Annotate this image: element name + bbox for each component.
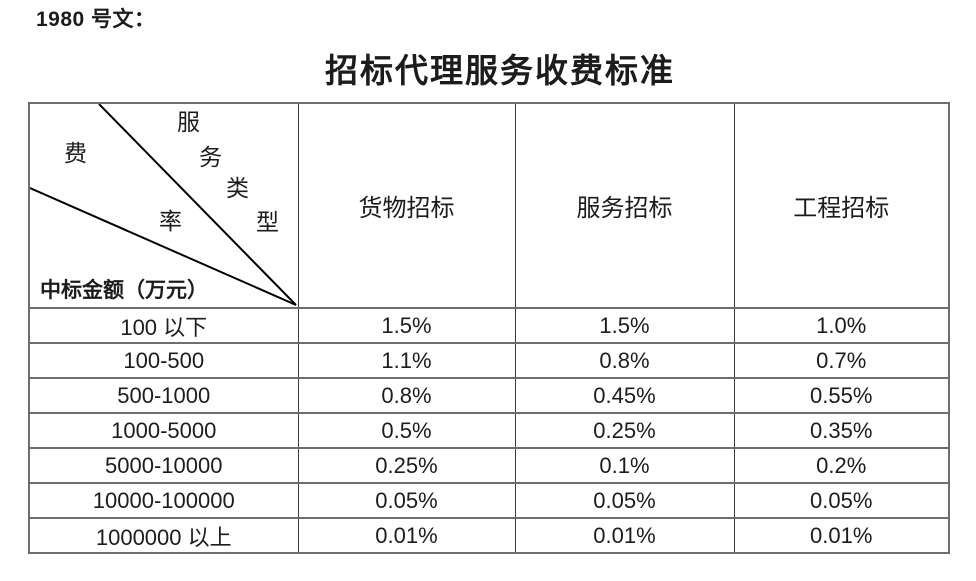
rate-value: 0.25% <box>297 447 516 484</box>
table-row: 5000-10000 0.25% 0.1% 0.2% <box>28 447 950 484</box>
corner-service-type-char-4: 型 <box>256 210 279 235</box>
table-header-row: 服 务 类 型 费 率 中标金额（万元） 货物招标 服务招标 工程招标 <box>28 102 950 309</box>
page-title: 招标代理服务收费标准 <box>325 54 675 90</box>
row-label: 5000-10000 <box>28 447 299 484</box>
rate-value: 0.05% <box>514 482 735 519</box>
column-header-goods: 货物招标 <box>297 102 516 309</box>
rate-value: 0.05% <box>733 482 950 519</box>
rate-value: 1.0% <box>733 307 950 344</box>
table-row: 100-500 1.1% 0.8% 0.7% <box>28 342 950 379</box>
row-label: 1000-5000 <box>28 412 299 449</box>
rate-value: 1.1% <box>297 342 516 379</box>
corner-service-type-char-2: 务 <box>199 145 222 170</box>
rate-value: 0.8% <box>514 342 735 379</box>
corner-service-type-char-3: 类 <box>226 176 249 201</box>
rate-value: 0.55% <box>733 377 950 414</box>
rate-value: 0.05% <box>297 482 516 519</box>
row-label: 500-1000 <box>28 377 299 414</box>
rate-value: 0.5% <box>297 412 516 449</box>
row-label: 10000-100000 <box>28 482 299 519</box>
table-row: 1000000 以上 0.01% 0.01% 0.01% <box>28 517 950 554</box>
rate-value: 1.5% <box>514 307 735 344</box>
diagonal-split-lines <box>30 104 297 306</box>
table-row: 10000-100000 0.05% 0.05% 0.05% <box>28 482 950 519</box>
table-row: 100 以下 1.5% 1.5% 1.0% <box>28 307 950 344</box>
rate-value: 0.25% <box>514 412 735 449</box>
corner-fee-rate-char-1: 费 <box>64 141 87 166</box>
rate-value: 0.1% <box>514 447 735 484</box>
column-header-engineering: 工程招标 <box>733 102 950 309</box>
rate-value: 0.01% <box>297 517 516 554</box>
row-label: 100 以下 <box>28 307 299 344</box>
table-row: 500-1000 0.8% 0.45% 0.55% <box>28 377 950 414</box>
table-row: 1000-5000 0.5% 0.25% 0.35% <box>28 412 950 449</box>
rate-value: 0.8% <box>297 377 516 414</box>
document-ref-label: 1980 号文： <box>36 8 156 31</box>
column-header-service: 服务招标 <box>514 102 735 309</box>
rate-value: 0.01% <box>514 517 735 554</box>
rate-value: 0.2% <box>733 447 950 484</box>
row-label: 100-500 <box>28 342 299 379</box>
diagonal-header-cell: 服 务 类 型 费 率 中标金额（万元） <box>28 102 299 309</box>
rate-value: 1.5% <box>297 307 516 344</box>
row-label: 1000000 以上 <box>28 517 299 554</box>
rate-value: 0.35% <box>733 412 950 449</box>
rate-value: 0.45% <box>514 377 735 414</box>
rate-value: 0.01% <box>733 517 950 554</box>
fee-standard-table: 服 务 类 型 费 率 中标金额（万元） 货物招标 服务招标 工程招标 100 … <box>28 102 950 554</box>
corner-fee-rate-char-2: 率 <box>159 209 182 234</box>
rate-value: 0.7% <box>733 342 950 379</box>
corner-service-type-char-1: 服 <box>177 110 200 135</box>
corner-amount-axis-label: 中标金额（万元） <box>40 278 208 302</box>
